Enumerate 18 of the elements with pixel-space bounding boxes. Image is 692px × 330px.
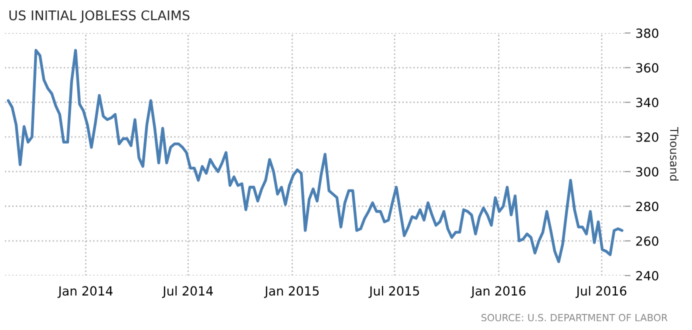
x-tick-label: Jul 2015	[368, 286, 419, 298]
y-tick-label: 260	[636, 236, 658, 246]
y-tick-label: 360	[636, 63, 658, 73]
y-tick-label: 320	[636, 132, 658, 142]
y-tick-label: 240	[636, 271, 658, 280]
x-tick-label: Jul 2014	[162, 286, 213, 298]
x-tick-label: Jan 2016	[470, 286, 526, 298]
source-note: SOURCE: U.S. DEPARTMENT OF LABOR	[481, 314, 668, 322]
x-tick-label: Jan 2015	[264, 286, 319, 298]
chart-title: US INITIAL JOBLESS CLAIMS	[9, 10, 190, 23]
y-tick-label: 300	[636, 167, 658, 177]
y-tick-label: 380	[636, 28, 658, 38]
line-series	[6, 48, 624, 264]
y-axis-title: Thousand	[670, 127, 679, 180]
x-tick-label: Jul 2016	[576, 286, 626, 298]
y-tick-label: 280	[636, 202, 658, 212]
x-tick-label: Jan 2014	[58, 286, 113, 298]
y-tick-label: 340	[636, 98, 658, 108]
